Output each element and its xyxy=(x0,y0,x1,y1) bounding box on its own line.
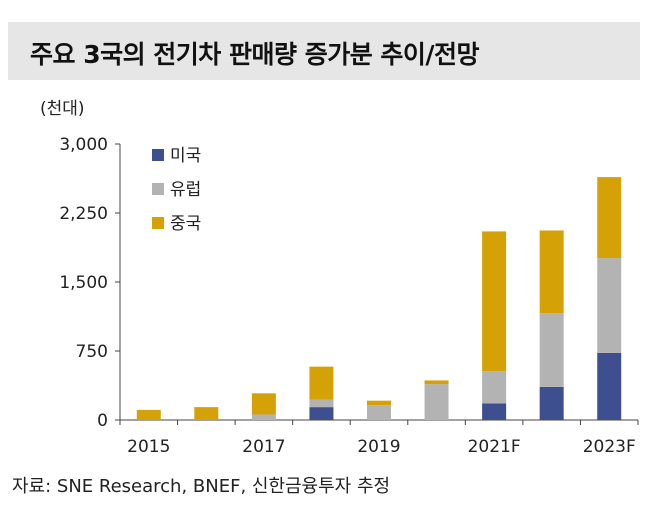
bar-segment xyxy=(309,399,334,408)
bar-segment xyxy=(482,403,507,420)
bar-segment xyxy=(309,366,334,400)
page-title: 주요 3국의 전기차 판매량 증가분 추이/전망 xyxy=(30,40,480,69)
bar-segment xyxy=(597,258,622,353)
bar-segment xyxy=(597,177,622,259)
x-tick-label: 2015 xyxy=(127,437,170,457)
title-bar: 주요 3국의 전기차 판매량 증가분 추이/전망 xyxy=(8,22,640,80)
bar-segment xyxy=(251,393,276,415)
bar-segment xyxy=(482,371,507,404)
legend-swatch xyxy=(152,183,164,195)
x-tick-label: 2017 xyxy=(242,437,285,457)
legend-swatch xyxy=(152,149,164,161)
y-axis-unit-label: (천대) xyxy=(40,99,85,119)
bar-segment xyxy=(424,384,449,420)
bar-segment xyxy=(482,231,507,372)
bar-segment xyxy=(136,409,161,420)
legend-label: 유럽 xyxy=(170,180,201,200)
bar-segment xyxy=(539,230,564,314)
bar-segment xyxy=(367,400,391,406)
bar-segment xyxy=(424,380,449,385)
bar-segment xyxy=(597,352,622,420)
bar-segment xyxy=(251,414,276,420)
bar-segment xyxy=(194,407,219,420)
y-tick-label: 2,250 xyxy=(59,204,108,224)
bar-segment xyxy=(367,405,391,420)
legend-swatch xyxy=(152,217,164,229)
y-tick-label: 750 xyxy=(76,342,108,362)
legend-label: 중국 xyxy=(170,214,201,234)
bar-segment xyxy=(539,313,564,387)
x-tick-label: 2021F xyxy=(468,437,521,457)
y-tick-label: 0 xyxy=(97,411,108,431)
legend-label: 미국 xyxy=(170,146,201,166)
y-tick-label: 3,000 xyxy=(59,135,108,155)
stacked-bar-chart: 0 750 1,500 2,250 3,000 2015 2017 2019 2021F 2023… xyxy=(59,135,639,457)
x-tick-label: 2019 xyxy=(357,437,400,457)
bar-segment xyxy=(539,386,564,420)
y-tick-label: 1,500 xyxy=(59,273,108,293)
x-tick-label: 2023F xyxy=(583,437,636,457)
bar-segment xyxy=(309,407,334,420)
source-note: 자료: SNE Research, BNEF, 신한금융투자 추정 xyxy=(12,476,391,497)
